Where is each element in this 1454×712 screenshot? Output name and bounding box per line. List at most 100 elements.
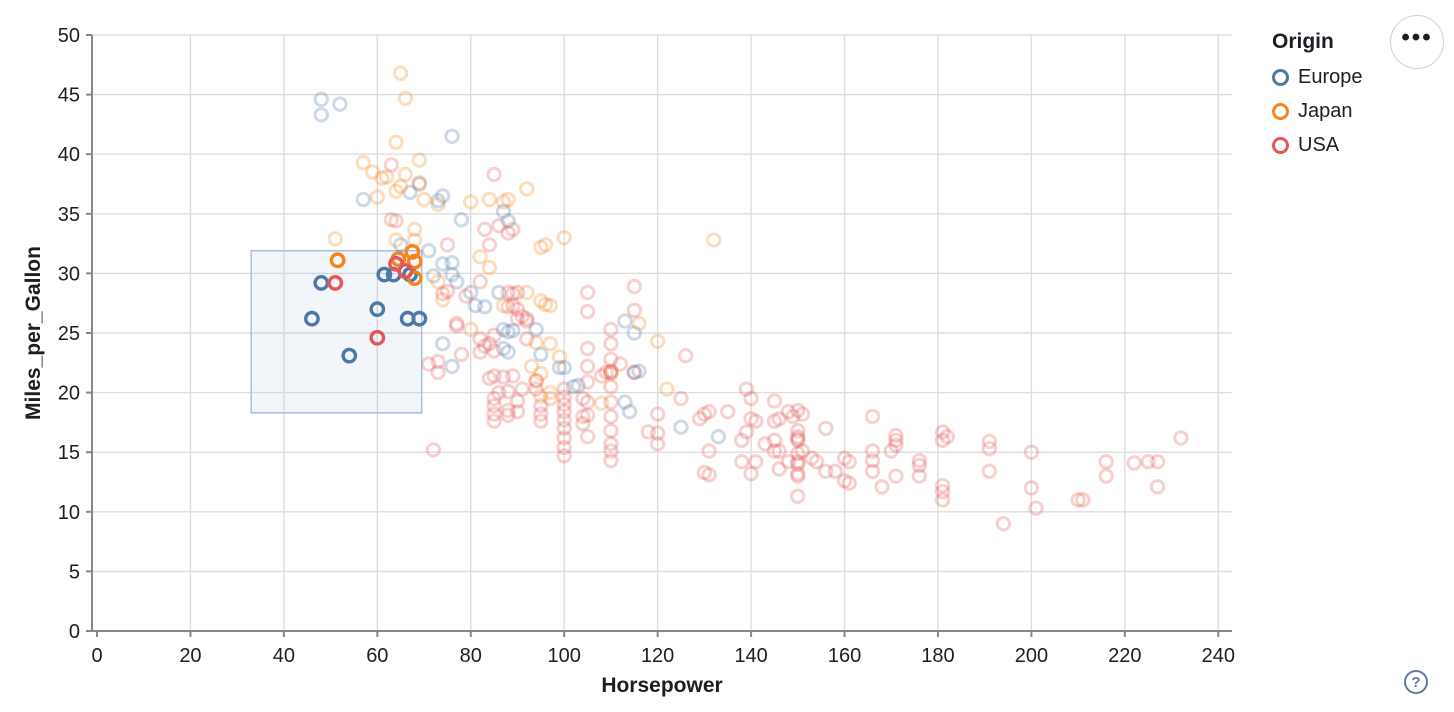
data-point-usa <box>500 299 516 315</box>
data-point-usa <box>486 343 502 359</box>
data-point-usa <box>649 406 666 422</box>
x-tick-label: 120 <box>641 645 674 667</box>
data-point-japan <box>406 221 423 237</box>
data-point-selected-usa <box>397 263 414 279</box>
data-point-usa <box>430 353 446 370</box>
data-point-europe <box>631 363 647 379</box>
data-point-usa <box>888 468 904 484</box>
data-point-usa <box>579 407 596 423</box>
data-point-usa <box>734 432 750 448</box>
data-point-usa <box>439 283 456 299</box>
data-point-usa <box>556 439 572 456</box>
more-options-button[interactable]: ••• <box>1390 15 1444 69</box>
data-point-usa <box>818 463 834 479</box>
data-point-europe <box>467 297 484 314</box>
y-tick-label: 30 <box>58 263 80 285</box>
data-point-usa <box>575 415 591 432</box>
data-point-usa <box>579 394 596 410</box>
data-point-usa <box>790 431 806 447</box>
data-point-usa <box>505 297 521 314</box>
data-point-usa <box>603 394 619 410</box>
data-point-usa <box>720 403 736 420</box>
data-point-europe <box>332 96 348 112</box>
data-point-selected-europe <box>411 310 428 327</box>
data-point-usa <box>435 285 451 302</box>
data-point-usa <box>874 479 890 495</box>
data-point-usa <box>556 412 572 428</box>
data-point-usa <box>500 402 516 419</box>
data-point-usa <box>603 443 619 459</box>
data-point-europe <box>500 213 516 229</box>
data-point-usa <box>509 393 526 409</box>
data-point-europe <box>505 322 521 339</box>
data-point-usa <box>556 430 572 446</box>
data-point-usa <box>626 302 642 319</box>
legend-title: Origin <box>1272 30 1334 53</box>
data-point-japan <box>603 365 619 382</box>
data-point-usa <box>766 432 783 448</box>
data-point-usa <box>486 390 502 407</box>
data-point-japan <box>463 321 479 338</box>
data-point-usa <box>780 403 797 420</box>
help-button[interactable]: ? <box>1404 670 1428 694</box>
data-point-europe <box>491 284 507 301</box>
data-point-selected-europe <box>304 310 320 327</box>
x-tick-label: 200 <box>1015 645 1048 667</box>
data-point-usa <box>771 461 787 477</box>
data-point-usa <box>603 351 619 367</box>
data-point-usa <box>738 381 755 397</box>
brush-selection[interactable] <box>250 250 423 414</box>
data-point-usa <box>1140 454 1156 470</box>
data-point-usa <box>888 427 904 444</box>
data-point-japan <box>500 191 516 208</box>
data-point-japan <box>435 291 451 308</box>
data-point-usa <box>1173 430 1189 446</box>
data-point-japan <box>430 196 446 212</box>
legend-entries: Europe Japan USA <box>1272 66 1422 157</box>
data-point-usa <box>453 346 470 363</box>
data-point-europe <box>626 325 642 341</box>
data-point-usa <box>509 284 526 301</box>
data-point-usa <box>995 516 1012 532</box>
data-point-japan <box>649 333 666 350</box>
data-point-usa <box>1098 468 1114 484</box>
x-tick-label: 20 <box>179 645 201 667</box>
data-point-europe <box>411 176 428 192</box>
data-point-usa <box>1023 444 1040 460</box>
data-point-usa <box>1028 500 1044 516</box>
data-point-usa <box>981 463 998 479</box>
data-point-usa <box>766 393 783 409</box>
data-point-usa <box>383 157 400 173</box>
data-point-usa <box>743 390 759 407</box>
data-point-usa <box>472 331 488 347</box>
data-point-japan <box>369 189 386 205</box>
data-point-selected-europe <box>369 301 386 318</box>
data-point-usa <box>939 429 956 445</box>
data-point-usa <box>771 443 787 459</box>
data-point-usa <box>696 464 713 481</box>
data-point-usa <box>701 443 717 459</box>
data-point-japan <box>519 284 535 301</box>
data-point-usa <box>486 368 502 384</box>
data-point-europe <box>621 403 638 420</box>
data-point-usa <box>603 363 619 379</box>
data-point-usa <box>743 411 759 427</box>
data-point-usa <box>449 315 465 332</box>
data-point-europe <box>444 128 460 145</box>
data-point-usa <box>794 443 811 459</box>
data-point-europe <box>444 266 460 283</box>
data-point-japan <box>481 191 498 208</box>
data-point-usa <box>790 429 806 445</box>
data-point-usa <box>500 225 516 241</box>
data-point-europe <box>435 256 451 272</box>
data-point-usa <box>593 368 610 384</box>
data-point-usa <box>888 437 904 453</box>
data-point-selected-japan <box>406 253 423 270</box>
data-point-usa <box>500 383 516 400</box>
data-point-selected-europe <box>341 347 358 364</box>
data-point-usa <box>790 402 806 419</box>
data-point-usa <box>556 448 572 464</box>
data-point-usa <box>477 338 493 354</box>
